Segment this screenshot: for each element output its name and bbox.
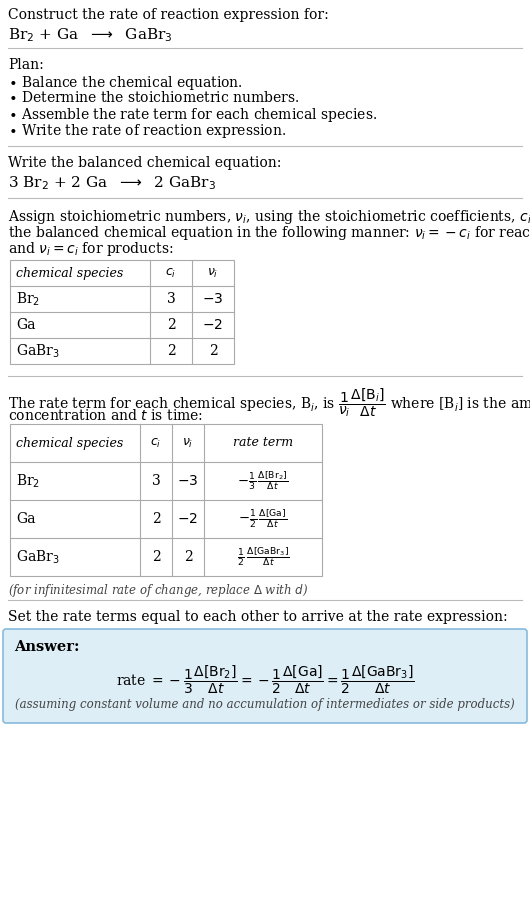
Text: Answer:: Answer: xyxy=(14,640,80,654)
FancyBboxPatch shape xyxy=(3,629,527,723)
Text: concentration and $t$ is time:: concentration and $t$ is time: xyxy=(8,408,203,423)
Text: 2: 2 xyxy=(152,550,161,564)
Text: $\bullet$ Write the rate of reaction expression.: $\bullet$ Write the rate of reaction exp… xyxy=(8,122,286,140)
Text: Br$_2$: Br$_2$ xyxy=(16,290,40,308)
Text: (for infinitesimal rate of change, replace $\Delta$ with $d$): (for infinitesimal rate of change, repla… xyxy=(8,582,308,599)
Text: 3 Br$_2$ + 2 Ga  $\longrightarrow$  2 GaBr$_3$: 3 Br$_2$ + 2 Ga $\longrightarrow$ 2 GaBr… xyxy=(8,174,216,192)
Text: $-3$: $-3$ xyxy=(178,474,199,488)
Text: chemical species: chemical species xyxy=(16,267,123,279)
Text: 2: 2 xyxy=(152,512,161,526)
Text: $\bullet$ Balance the chemical equation.: $\bullet$ Balance the chemical equation. xyxy=(8,74,243,92)
Text: Construct the rate of reaction expression for:: Construct the rate of reaction expressio… xyxy=(8,8,329,22)
Text: rate $= -\dfrac{1}{3}\dfrac{\Delta[\mathrm{Br}_2]}{\Delta t} = -\dfrac{1}{2}\dfr: rate $= -\dfrac{1}{3}\dfrac{\Delta[\math… xyxy=(116,664,414,696)
Text: rate term: rate term xyxy=(233,437,293,450)
Text: and $\nu_i = c_i$ for products:: and $\nu_i = c_i$ for products: xyxy=(8,240,173,258)
Text: 3: 3 xyxy=(166,292,175,306)
Text: Ga: Ga xyxy=(16,512,36,526)
Text: 2: 2 xyxy=(209,344,217,358)
Text: $\bullet$ Determine the stoichiometric numbers.: $\bullet$ Determine the stoichiometric n… xyxy=(8,90,299,105)
Text: Ga: Ga xyxy=(16,318,36,332)
Text: $c_i$: $c_i$ xyxy=(165,267,176,279)
Text: $\nu_i$: $\nu_i$ xyxy=(182,437,193,450)
Text: chemical species: chemical species xyxy=(16,437,123,450)
Text: Set the rate terms equal to each other to arrive at the rate expression:: Set the rate terms equal to each other t… xyxy=(8,610,508,624)
Text: GaBr$_3$: GaBr$_3$ xyxy=(16,549,60,566)
Text: Br$_2$ + Ga  $\longrightarrow$  GaBr$_3$: Br$_2$ + Ga $\longrightarrow$ GaBr$_3$ xyxy=(8,26,173,44)
Text: 3: 3 xyxy=(152,474,161,488)
Text: Br$_2$: Br$_2$ xyxy=(16,472,40,490)
Text: the balanced chemical equation in the following manner: $\nu_i = -c_i$ for react: the balanced chemical equation in the fo… xyxy=(8,224,530,242)
Text: $c_i$: $c_i$ xyxy=(151,437,162,450)
Text: $-\frac{1}{3}\,\frac{\Delta[\mathrm{Br}_2]}{\Delta t}$: $-\frac{1}{3}\,\frac{\Delta[\mathrm{Br}_… xyxy=(237,470,288,492)
Text: The rate term for each chemical species, B$_i$, is $\dfrac{1}{\nu_i}\dfrac{\Delt: The rate term for each chemical species,… xyxy=(8,386,530,419)
Text: Plan:: Plan: xyxy=(8,58,44,72)
Text: $-2$: $-2$ xyxy=(178,512,199,526)
Text: Write the balanced chemical equation:: Write the balanced chemical equation: xyxy=(8,156,281,170)
Text: $\bullet$ Assemble the rate term for each chemical species.: $\bullet$ Assemble the rate term for eac… xyxy=(8,106,377,124)
Text: $\nu_i$: $\nu_i$ xyxy=(207,267,219,279)
Text: $\frac{1}{2}\,\frac{\Delta[\mathrm{GaBr}_3]}{\Delta t}$: $\frac{1}{2}\,\frac{\Delta[\mathrm{GaBr}… xyxy=(236,546,289,569)
Bar xyxy=(10,260,234,364)
Text: 2: 2 xyxy=(166,344,175,358)
Text: Assign stoichiometric numbers, $\nu_i$, using the stoichiometric coefficients, $: Assign stoichiometric numbers, $\nu_i$, … xyxy=(8,208,530,226)
Text: GaBr$_3$: GaBr$_3$ xyxy=(16,342,60,359)
Text: 2: 2 xyxy=(183,550,192,564)
Text: $-2$: $-2$ xyxy=(202,318,224,332)
Text: (assuming constant volume and no accumulation of intermediates or side products): (assuming constant volume and no accumul… xyxy=(15,698,515,711)
Bar xyxy=(10,424,322,576)
Text: 2: 2 xyxy=(166,318,175,332)
Text: $-\frac{1}{2}\,\frac{\Delta[\mathrm{Ga}]}{\Delta t}$: $-\frac{1}{2}\,\frac{\Delta[\mathrm{Ga}]… xyxy=(238,508,288,530)
Text: $-3$: $-3$ xyxy=(202,292,224,306)
